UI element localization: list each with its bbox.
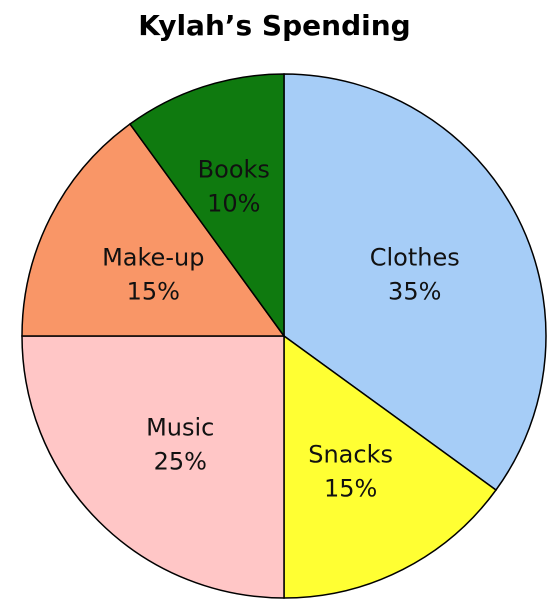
slice-label-clothes: Clothes [370, 243, 460, 271]
pie-slices [21, 73, 547, 599]
pie-slice-music [21, 335, 285, 599]
chart-title: Kylah’s Spending [138, 9, 411, 42]
pie-slice-books [128, 73, 285, 339]
slice-value-music: 25% [154, 448, 207, 476]
slice-label-music: Music [146, 414, 214, 442]
pie-slice-clothes [283, 73, 547, 492]
pie-slice-snacks [283, 334, 498, 599]
slice-value-books: 10% [207, 190, 260, 218]
slice-label-make-up: Make-up [102, 243, 204, 271]
pie-labels: Clothes 35% Snacks 15% Music 25% Make-up 15% Boo… [102, 156, 460, 503]
pie-slice-make-up [21, 122, 286, 337]
slice-label-books: Books [198, 156, 270, 184]
slice-value-snacks: 15% [324, 475, 377, 503]
slice-label-snacks: Snacks [308, 441, 393, 469]
slice-value-clothes: 35% [388, 277, 441, 305]
slice-value-make-up: 15% [127, 277, 180, 305]
